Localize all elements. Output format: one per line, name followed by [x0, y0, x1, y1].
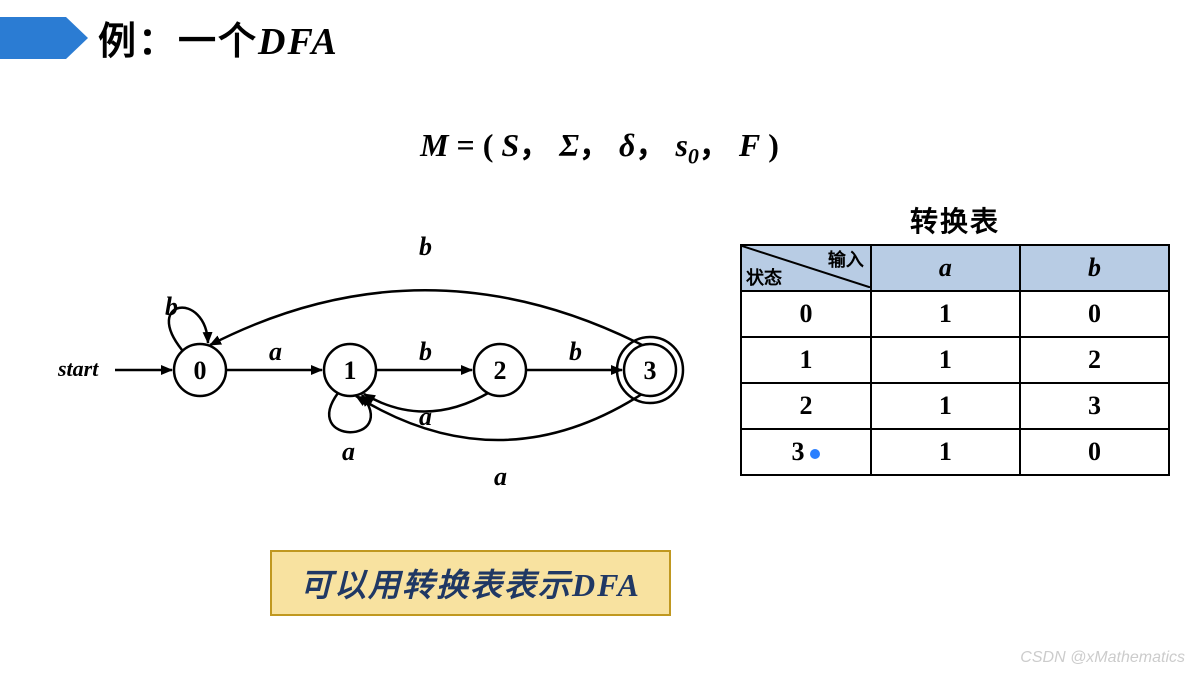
- formula-S: S: [501, 127, 519, 163]
- svg-text:a: a: [342, 437, 355, 466]
- table-header-row: 输入 状态 a b: [741, 245, 1169, 291]
- page-title: 例：一个DFA: [98, 10, 339, 65]
- formula-s0sub: 0: [688, 143, 699, 168]
- cell: 3: [1020, 383, 1169, 429]
- watermark: CSDN @xMathematics: [1020, 649, 1185, 667]
- callout-dfa: DFA: [572, 567, 641, 603]
- cell: 0: [1020, 429, 1169, 475]
- formula-end: ): [760, 127, 779, 163]
- cell: 1: [871, 291, 1020, 337]
- svg-text:b: b: [419, 337, 432, 366]
- svg-text:b: b: [569, 337, 582, 366]
- svg-text:b: b: [419, 232, 432, 261]
- state-cell: 3: [741, 429, 871, 475]
- transition-table: 输入 状态 a b 0 1 0 1 1 2 2 1 3 3 1 0: [740, 244, 1170, 476]
- formula-c2: ，: [579, 127, 611, 163]
- title-arrow-icon: [0, 17, 80, 59]
- cell: 0: [1020, 291, 1169, 337]
- title-suffix: DFA: [258, 21, 339, 63]
- table-diag-header: 输入 状态: [741, 245, 871, 291]
- col-b-header: b: [1020, 245, 1169, 291]
- formula-c4: ，: [699, 127, 731, 163]
- state-label: 3: [644, 356, 657, 385]
- formula-c3: ，: [635, 127, 667, 163]
- title-prefix: 例：一个: [98, 21, 258, 63]
- state-cell: 2: [741, 383, 871, 429]
- cell: 1: [871, 337, 1020, 383]
- state-diagram: startbaababab0123: [30, 230, 710, 510]
- formula-Sigma: Σ: [559, 127, 579, 163]
- table-title: 转换表: [740, 200, 1170, 240]
- cell: 1: [871, 429, 1020, 475]
- table-row: 0 1 0: [741, 291, 1169, 337]
- bottom-callout: 可以用转换表表示DFA: [270, 550, 671, 616]
- state-label: 1: [344, 356, 357, 385]
- formula-eq: = (: [449, 127, 502, 163]
- cell: 1: [871, 383, 1020, 429]
- diag-state-label: 状态: [746, 264, 782, 290]
- dfa-formula: M = ( S， Σ， δ， s0， F ): [0, 120, 1199, 169]
- formula-c1: ，: [519, 127, 551, 163]
- col-a-header: a: [871, 245, 1020, 291]
- formula-M: M: [420, 127, 448, 163]
- state-cell: 1: [741, 337, 871, 383]
- diag-input-label: 输入: [828, 246, 864, 272]
- cell: 2: [1020, 337, 1169, 383]
- formula-s0: s: [675, 127, 687, 163]
- state-label: 0: [194, 356, 207, 385]
- table-row: 2 1 3: [741, 383, 1169, 429]
- accept-dot-icon: [810, 449, 820, 459]
- state-label: 2: [494, 356, 507, 385]
- title-bar: 例：一个DFA: [0, 10, 339, 65]
- transition-table-area: 转换表 输入 状态 a b 0 1 0 1 1 2 2 1 3 3 1: [740, 200, 1170, 476]
- svg-text:b: b: [165, 292, 178, 321]
- svg-text:a: a: [269, 337, 282, 366]
- state-cell: 0: [741, 291, 871, 337]
- callout-cn: 可以用转换表表示: [300, 567, 572, 603]
- table-row: 1 1 2: [741, 337, 1169, 383]
- formula-F: F: [739, 127, 760, 163]
- start-label: start: [57, 356, 99, 381]
- svg-text:a: a: [494, 462, 507, 491]
- table-row: 3 1 0: [741, 429, 1169, 475]
- formula-delta: δ: [619, 127, 635, 163]
